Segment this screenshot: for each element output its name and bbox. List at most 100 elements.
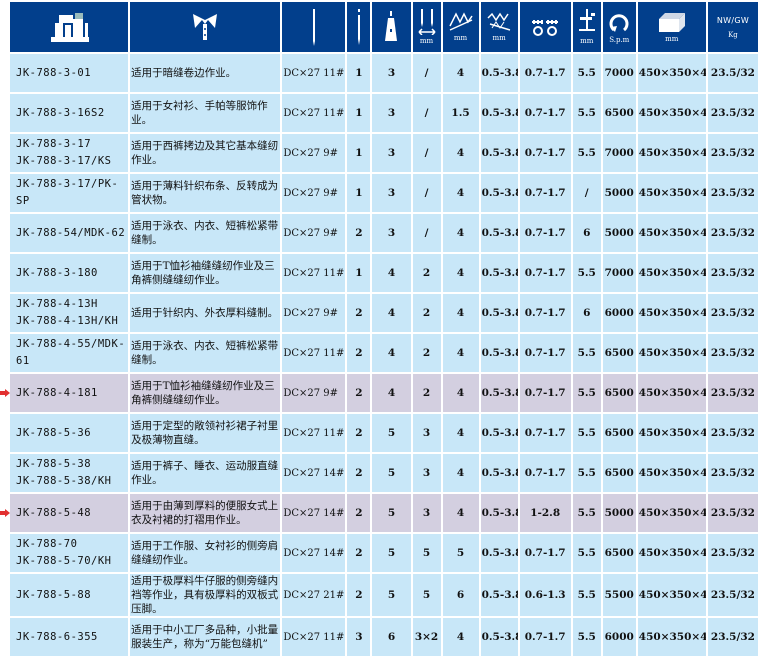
weight-cell: 23.5/32 <box>707 494 758 532</box>
stitch-length-cell: 0.5-3.8 <box>480 174 518 212</box>
table-row[interactable]: JK-788-3-17 JK-788-3-17/KS 适用于西裤拷边及其它基本缝纫… <box>10 134 758 172</box>
table-row[interactable]: JK-788-4-13H JK-788-4-13H/KH 适用于针织内、外衣厚料缝… <box>10 294 758 332</box>
speed-cell: 6500 <box>602 454 636 492</box>
table-row[interactable]: JK-788-5-48 适用于由薄到厚料的便服女式上衣及衬裙的打褶用作业。 DC×2… <box>10 494 758 532</box>
overedge-width-cell: 4 <box>442 414 479 452</box>
header-differential-ratio <box>519 2 571 52</box>
model-cell: JK-788-54/MDK-62 <box>10 214 129 252</box>
needle-gauge-cell: 3×2 <box>412 618 441 656</box>
overedge-width-cell: 4 <box>442 494 479 532</box>
package-icon <box>638 11 706 33</box>
model-cell: JK-788-5-38 JK-788-5-38/KH <box>10 454 129 492</box>
needle-count-cell: 1 <box>347 254 371 292</box>
header-package: mm <box>637 2 706 52</box>
unit-label: Kg <box>728 30 738 39</box>
thread-count-cell: 5 <box>372 454 411 492</box>
presser-foot-cell: 5.5 <box>572 618 601 656</box>
weight-cell: 23.5/32 <box>707 618 758 656</box>
table-row[interactable]: JK-788-3-16S2 适用于女衬衫、手帕等服饰作业。 DC×27 11# 1 3/… <box>10 94 758 132</box>
header-needle <box>282 2 346 52</box>
stitch-length-icon <box>481 12 518 32</box>
unit-label: mm <box>419 37 434 45</box>
description-cell: 适用于泳衣、内衣、短裤松紧带缝制。 <box>130 214 281 252</box>
table-row[interactable]: JK-788-3-180 适用于T恤衫袖缝缝纫作业及三角裤侧缝缝纫作业。 DC×27… <box>10 254 758 292</box>
table-row[interactable]: JK-788-6-355 适用于中小工厂多品种，小批量服装生产，称为“万能包缝机”… <box>10 618 758 656</box>
needle-count-cell: 3 <box>347 618 371 656</box>
table-row[interactable]: JK-788-5-38 JK-788-5-38/KH 适用于裤子、睡衣、运动服直缝… <box>10 454 758 492</box>
overedge-width-cell: 4 <box>442 54 479 92</box>
speed-cell: 6500 <box>602 534 636 572</box>
speed-icon <box>603 10 636 34</box>
table-row[interactable]: JK-788-54/MDK-62 适用于泳衣、内衣、短裤松紧带缝制。 DC×27 9… <box>10 214 758 252</box>
table-row[interactable]: JK-788-4-55/MDK-61 适用于泳衣、内衣、短裤松紧带缝制。 DC×27… <box>10 334 758 372</box>
presser-foot-lift-icon <box>573 9 601 35</box>
table-row[interactable]: JK-788-5-36 适用于定型的敞领衬衫裙子衬里及极薄物直缝。 DC×27 11… <box>10 414 758 452</box>
header-needle-count <box>347 2 371 52</box>
thread-count-cell: 3 <box>372 134 411 172</box>
overedge-width-icon <box>443 12 479 32</box>
description-cell: 适用于定型的敞领衬衫裙子衬里及极薄物直缝。 <box>130 414 281 452</box>
speed-cell: 5000 <box>602 214 636 252</box>
differential-ratio-cell: 0.7-1.7 <box>519 134 571 172</box>
overedge-width-cell: 4 <box>442 454 479 492</box>
overedge-width-cell: 4 <box>442 254 479 292</box>
package-size-cell: 450×350×480 <box>637 494 706 532</box>
table-row[interactable]: JK-788-3-17/PK-SP 适用于薄料针织布条、反转成为管状物。 DC×27… <box>10 174 758 212</box>
header-needle-gauge: mm <box>412 2 441 52</box>
table-row[interactable]: JK-788-3-01 适用于暗缝卷边作业。 DC×27 11# 1 3/4 0.5-3.… <box>10 54 758 92</box>
header-thread-cone <box>372 2 411 52</box>
needle-cell: DC×27 9# <box>282 294 346 332</box>
needle-gauge-cell: 2 <box>412 294 441 332</box>
thread-count-cell: 3 <box>372 214 411 252</box>
weight-cell: 23.5/32 <box>707 294 758 332</box>
needle-cell: DC×27 11# <box>282 414 346 452</box>
needle-count-cell: 2 <box>347 454 371 492</box>
header-collar <box>130 2 281 52</box>
collar-icon <box>130 10 280 44</box>
model-cell: JK-788-3-01 <box>10 54 129 92</box>
differential-ratio-cell: 0.7-1.7 <box>519 618 571 656</box>
package-size-cell: 450×350×480 <box>637 54 706 92</box>
speed-cell: 5500 <box>602 574 636 616</box>
thread-count-cell: 5 <box>372 494 411 532</box>
header-weight: NW/GW Kg <box>707 2 758 52</box>
table-row[interactable]: JK-788-70 JK-788-5-70/KH 适用于工作服、女衬衫的侧旁肩缝缝… <box>10 534 758 572</box>
package-size-cell: 450×350×480 <box>637 414 706 452</box>
model-cell: JK-788-3-17/PK-SP <box>10 174 129 212</box>
presser-foot-cell: 5.5 <box>572 454 601 492</box>
stitch-length-cell: 0.5-3.8 <box>480 618 518 656</box>
needle-gauge-cell: 5 <box>412 574 441 616</box>
needle-gauge-cell: / <box>412 134 441 172</box>
presser-foot-cell: 5.5 <box>572 534 601 572</box>
needle-count-cell: 2 <box>347 574 371 616</box>
needle-cell: DC×27 9# <box>282 134 346 172</box>
thread-count-cell: 5 <box>372 414 411 452</box>
speed-cell: 7000 <box>602 54 636 92</box>
weight-cell: 23.5/32 <box>707 414 758 452</box>
overedge-width-cell: 4 <box>442 334 479 372</box>
presser-foot-cell: 5.5 <box>572 134 601 172</box>
package-size-cell: 450×350×480 <box>637 374 706 412</box>
needle-gauge-cell: 3 <box>412 414 441 452</box>
model-cell: JK-788-5-36 <box>10 414 129 452</box>
table-row[interactable]: JK-788-5-88 适用于极厚料牛仔服的侧旁缝内裆等作业，具有极厚料的双板式压… <box>10 574 758 616</box>
overedge-width-cell: 4 <box>442 618 479 656</box>
overedge-width-cell: 1.5 <box>442 94 479 132</box>
presser-foot-cell: 5.5 <box>572 54 601 92</box>
needle-gauge-cell: / <box>412 54 441 92</box>
model-cell: JK-788-4-13H JK-788-4-13H/KH <box>10 294 129 332</box>
weight-cell: 23.5/32 <box>707 374 758 412</box>
description-cell: 适用于泳衣、内衣、短裤松紧带缝制。 <box>130 334 281 372</box>
stitch-length-cell: 0.5-3.8 <box>480 54 518 92</box>
header-overedge-width: mm <box>442 2 479 52</box>
needle-count-cell: 1 <box>347 54 371 92</box>
needle-cell: DC×27 11# <box>282 254 346 292</box>
needle-count-cell: 2 <box>347 294 371 332</box>
table-row[interactable]: JK-788-4-181 适用于T恤衫袖缝缝纫作业及三角裤侧缝缝纫作业。 DC×27… <box>10 374 758 412</box>
differential-ratio-cell: 0.7-1.7 <box>519 334 571 372</box>
thread-count-cell: 5 <box>372 574 411 616</box>
description-cell: 适用于T恤衫袖缝缝纫作业及三角裤侧缝缝纫作业。 <box>130 374 281 412</box>
needle-gauge-cell: 2 <box>412 254 441 292</box>
weight-cell: 23.5/32 <box>707 574 758 616</box>
presser-foot-cell: 6 <box>572 214 601 252</box>
